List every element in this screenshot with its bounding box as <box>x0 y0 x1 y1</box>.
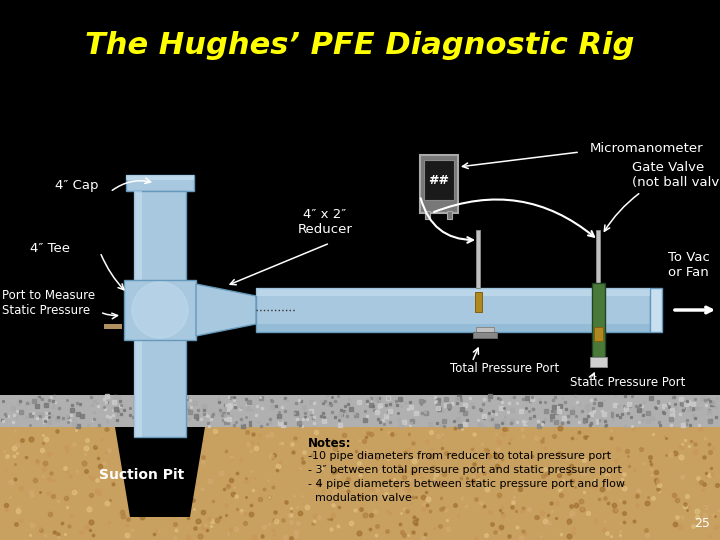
Text: Total Pressure Port: Total Pressure Port <box>450 361 559 375</box>
Polygon shape <box>115 427 205 517</box>
Text: Port to Measure
Static Pressure: Port to Measure Static Pressure <box>2 289 95 317</box>
Bar <box>256 288 650 332</box>
Bar <box>590 357 607 367</box>
Text: 4″ Tee: 4″ Tee <box>30 241 70 254</box>
Bar <box>473 332 497 338</box>
Bar <box>134 191 186 437</box>
Bar <box>592 283 605 357</box>
FancyBboxPatch shape <box>420 155 458 213</box>
Bar <box>650 288 662 332</box>
Text: -10 pipe diameters from reducer to total pressure port: -10 pipe diameters from reducer to total… <box>308 451 611 461</box>
Bar <box>447 211 452 219</box>
Bar <box>594 327 603 341</box>
Bar <box>124 280 196 340</box>
Text: modulation valve: modulation valve <box>308 493 412 503</box>
Text: ##: ## <box>428 173 449 186</box>
Text: The Hughes’ PFE Diagnostic Rig: The Hughes’ PFE Diagnostic Rig <box>85 30 635 59</box>
Text: To Vac
or Fan: To Vac or Fan <box>668 251 710 279</box>
Text: - 3″ between total pressure port and static pressure port: - 3″ between total pressure port and sta… <box>308 465 622 475</box>
Text: Static Pressure Port: Static Pressure Port <box>570 375 685 388</box>
Bar <box>475 292 482 312</box>
Text: - 4 pipe diameters between static pressure port and flow: - 4 pipe diameters between static pressu… <box>308 479 625 489</box>
Bar <box>0 395 720 427</box>
Bar <box>596 230 600 288</box>
Bar <box>0 427 720 540</box>
Text: 4″ Cap: 4″ Cap <box>55 179 99 192</box>
Bar <box>476 327 494 332</box>
Text: 25: 25 <box>694 517 710 530</box>
Bar <box>104 324 122 329</box>
Bar <box>126 175 194 191</box>
Bar <box>476 230 480 288</box>
Bar <box>134 191 142 437</box>
Bar <box>126 175 194 180</box>
Text: Gate Valve
(not ball valve): Gate Valve (not ball valve) <box>632 161 720 189</box>
Bar <box>424 160 454 200</box>
Text: Suction Pit: Suction Pit <box>99 468 184 482</box>
Text: Notes:: Notes: <box>308 437 351 450</box>
Bar <box>425 211 430 219</box>
Bar <box>256 288 650 296</box>
Bar <box>256 324 650 332</box>
Text: Micromanometer: Micromanometer <box>590 141 703 154</box>
Text: 4″ x 2″
Reducer: 4″ x 2″ Reducer <box>297 208 352 236</box>
Polygon shape <box>132 282 188 338</box>
Polygon shape <box>196 284 256 336</box>
